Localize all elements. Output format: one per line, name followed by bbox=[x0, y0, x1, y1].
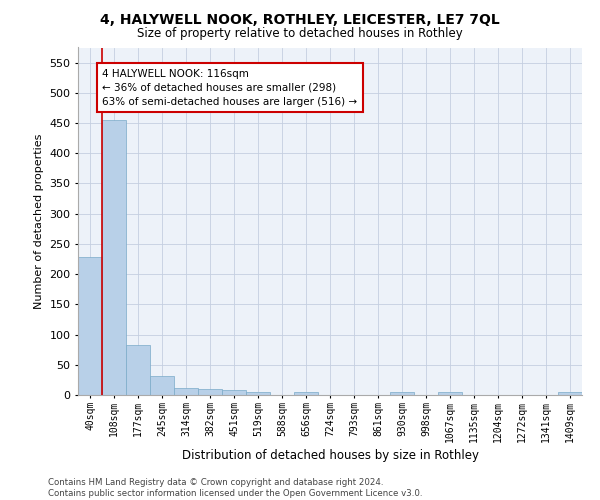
Text: Contains HM Land Registry data © Crown copyright and database right 2024.
Contai: Contains HM Land Registry data © Crown c… bbox=[48, 478, 422, 498]
Bar bbox=[198, 389, 222, 395]
Bar bbox=[78, 257, 102, 395]
Bar bbox=[294, 392, 318, 395]
Bar bbox=[150, 376, 174, 395]
Bar bbox=[174, 388, 198, 395]
Y-axis label: Number of detached properties: Number of detached properties bbox=[34, 134, 44, 309]
Text: 4, HALYWELL NOOK, ROTHLEY, LEICESTER, LE7 7QL: 4, HALYWELL NOOK, ROTHLEY, LEICESTER, LE… bbox=[100, 12, 500, 26]
Bar bbox=[438, 392, 462, 395]
Bar bbox=[246, 392, 270, 395]
Bar bbox=[102, 120, 126, 395]
Text: Size of property relative to detached houses in Rothley: Size of property relative to detached ho… bbox=[137, 28, 463, 40]
Bar bbox=[558, 392, 582, 395]
Bar bbox=[390, 392, 414, 395]
Bar bbox=[126, 345, 150, 395]
Text: 4 HALYWELL NOOK: 116sqm
← 36% of detached houses are smaller (298)
63% of semi-d: 4 HALYWELL NOOK: 116sqm ← 36% of detache… bbox=[103, 68, 358, 106]
X-axis label: Distribution of detached houses by size in Rothley: Distribution of detached houses by size … bbox=[182, 448, 479, 462]
Bar bbox=[222, 390, 246, 395]
